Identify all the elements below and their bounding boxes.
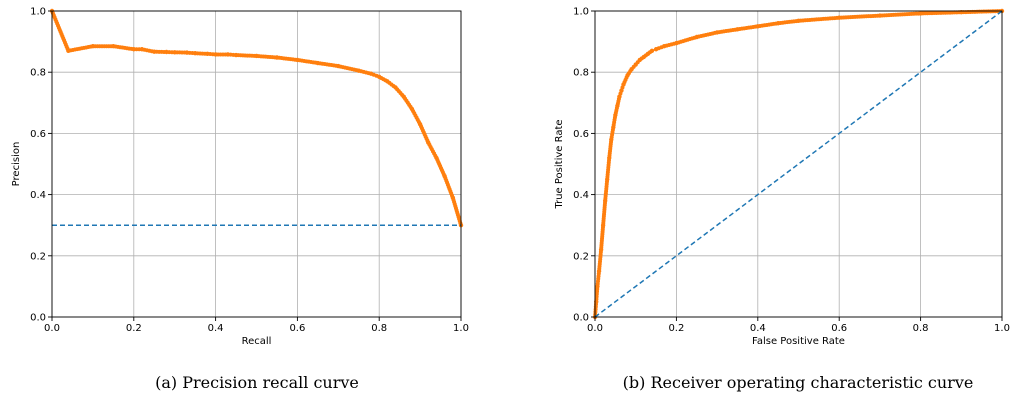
x-tick-label: 0.2	[668, 323, 684, 334]
x-tick-label: 0.0	[44, 323, 60, 334]
plot-frame	[594, 10, 1003, 318]
y-tick-label: 0.2	[30, 251, 46, 262]
x-tick-label: 1.0	[453, 323, 469, 334]
x-tick-label: 0.4	[208, 323, 224, 334]
y-tick-label: 0.0	[30, 313, 46, 324]
x-tick-label: 0.0	[587, 323, 603, 334]
x-tick-label: 0.4	[750, 323, 766, 334]
x-tick-label: 0.6	[289, 323, 305, 334]
x-tick-label: 0.6	[831, 323, 847, 334]
plot-frame	[51, 10, 462, 318]
x-tick-label: 0.8	[913, 323, 929, 334]
x-tick-label: 0.8	[371, 323, 387, 334]
x-tick-label: 0.2	[126, 323, 142, 334]
y-tick-label: 0.8	[30, 68, 46, 79]
y-tick-label: 0.4	[30, 190, 46, 201]
x-tick-label: 1.0	[994, 323, 1010, 334]
x-axis-label: Recall	[242, 336, 272, 347]
y-tick-label: 0.0	[573, 313, 589, 324]
y-tick-label: 0.8	[573, 68, 589, 79]
caption-b: (b) Receiver operating characteristic cu…	[623, 373, 974, 392]
y-tick-label: 0.6	[573, 129, 589, 140]
y-tick-label: 0.4	[573, 190, 589, 201]
data-point	[649, 48, 655, 53]
x-axis-label: False Positive Rate	[752, 336, 845, 347]
y-axis-label: True Positive Rate	[554, 119, 565, 209]
y-tick-label: 0.6	[30, 129, 46, 140]
y-tick-label: 1.0	[573, 7, 589, 18]
roc-chart: 0.0 0.2 0.4 0.6 0.8 1.0 0.0 0.2 0.4 0.6 0.8 1.0 Fals…	[554, 7, 1010, 348]
curve-series-line	[51, 10, 462, 226]
caption-a: (a) Precision recall curve	[155, 373, 359, 392]
y-tick-label: 1.0	[30, 7, 46, 18]
precision-recall-chart: 0.0 0.2 0.4 0.6 0.8 1.0 0.0 0.2 0.4 0.6 0.8 1.0 Reca…	[11, 7, 469, 348]
baseline-series-line	[594, 10, 1003, 318]
y-axis-label: Precision	[11, 142, 22, 187]
y-tick-label: 0.2	[573, 251, 589, 262]
